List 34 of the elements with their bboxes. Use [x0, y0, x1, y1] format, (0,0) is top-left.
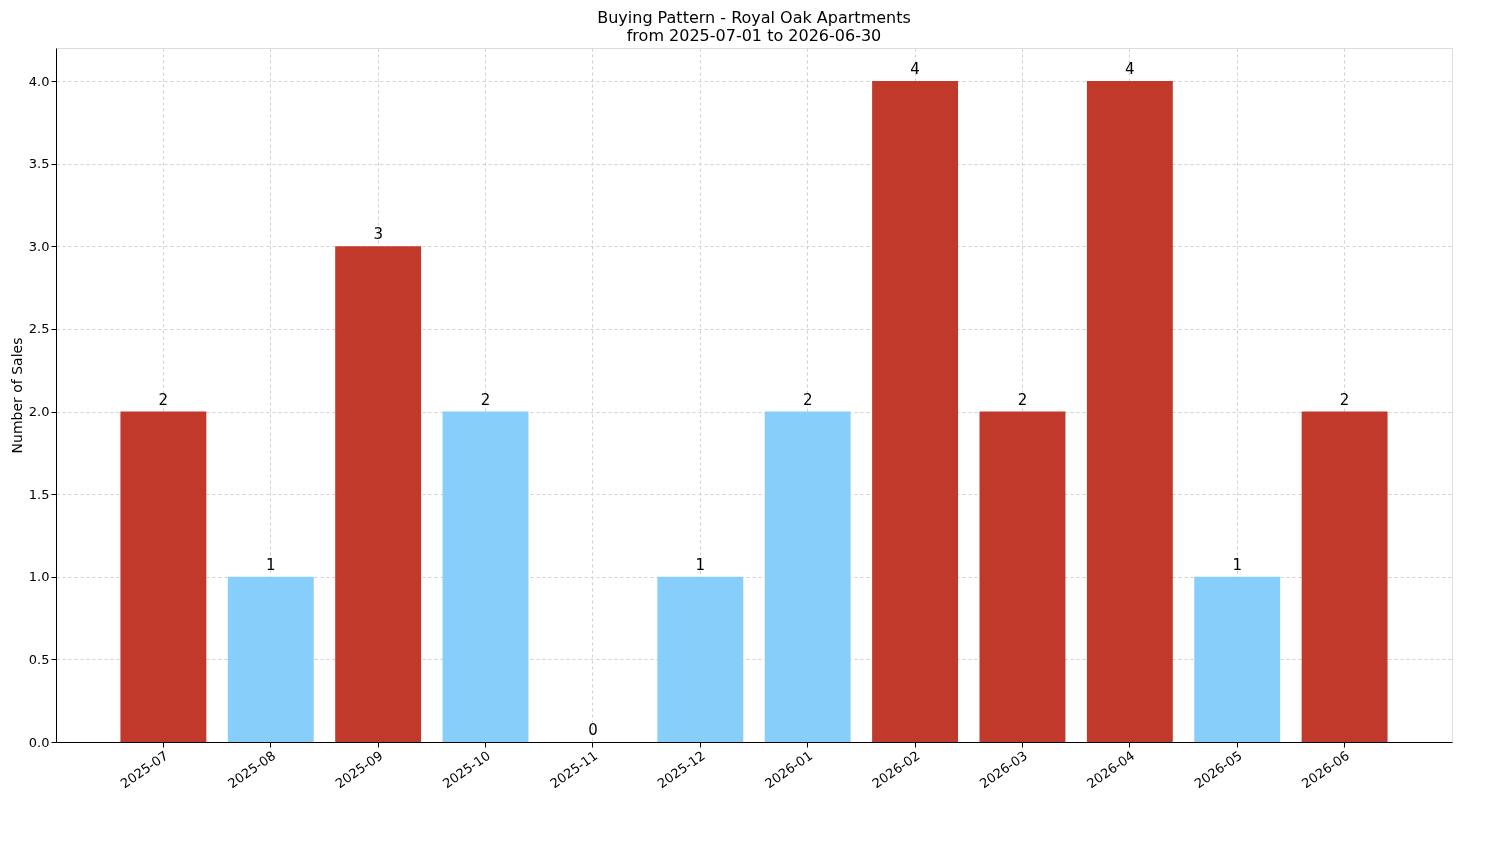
y-tick-label: 0.5 [28, 651, 50, 667]
bar [872, 81, 959, 742]
data-label: 2 [480, 390, 491, 409]
y-tick-label: 1.0 [28, 569, 50, 585]
bar [335, 246, 422, 742]
y-axis-title: Number of Sales [8, 337, 25, 454]
bar [657, 576, 744, 742]
bar [1194, 576, 1281, 742]
bar [120, 411, 207, 742]
data-label: 1 [695, 555, 706, 574]
data-label: 1 [266, 555, 276, 574]
y-tick-label: 1.5 [28, 486, 50, 502]
data-label: 2 [802, 390, 813, 409]
bar [979, 411, 1066, 742]
data-label: 1 [1232, 555, 1242, 574]
data-label: 4 [910, 60, 920, 79]
y-tick-label: 3.0 [28, 238, 50, 254]
data-label: 3 [373, 225, 383, 244]
bar [442, 411, 529, 742]
data-label: 0 [588, 721, 598, 739]
y-tick-label: 0.0 [28, 734, 50, 750]
y-tick-label: 2.0 [28, 404, 50, 420]
bar [1086, 81, 1173, 742]
y-tick-label: 4.0 [28, 73, 50, 89]
y-tick-label: 2.5 [28, 321, 50, 337]
bar [227, 576, 314, 742]
data-label: 2 [1017, 390, 1028, 409]
chart-title: Buying Pattern - Royal Oak Apartments from 2025-07-01 to 2026-06-30 [597, 8, 911, 45]
data-label: 4 [1125, 60, 1135, 79]
data-label: 2 [158, 390, 169, 409]
data-label: 2 [1339, 390, 1350, 409]
y-tick-label: 3.5 [28, 156, 50, 172]
bar [1301, 411, 1388, 742]
bar [764, 411, 851, 742]
